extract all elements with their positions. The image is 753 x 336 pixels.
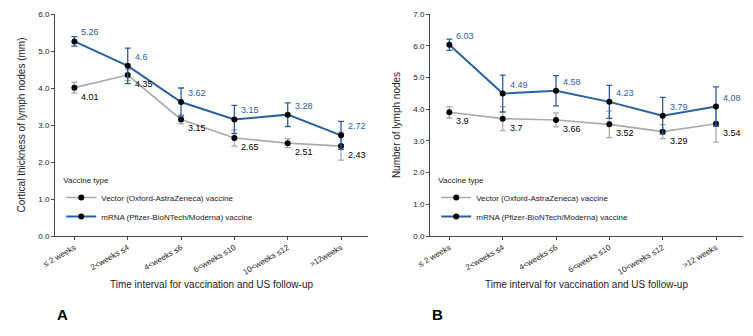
svg-text:1.0: 1.0 [413,200,425,209]
svg-text:3.0: 3.0 [38,121,50,130]
svg-text:4.23: 4.23 [616,88,634,98]
svg-text:4<weeks ≤6: 4<weeks ≤6 [517,243,559,272]
svg-text:B: B [432,306,443,323]
svg-text:Cortical thickness of lymph no: Cortical thickness of lymph nodes (mm) [16,37,27,212]
svg-text:4.49: 4.49 [510,80,528,90]
svg-text:3.79: 3.79 [670,102,688,112]
svg-text:10<weeks ≤12: 10<weeks ≤12 [616,243,666,277]
svg-text:2.72: 2.72 [348,121,366,131]
svg-text:4.0: 4.0 [413,105,425,114]
svg-text:2.0: 2.0 [413,168,425,177]
svg-text:6.0: 6.0 [38,10,50,19]
svg-text:3.28: 3.28 [295,101,313,111]
svg-text:5.0: 5.0 [38,47,50,56]
svg-text:Vaccine type: Vaccine type [63,176,109,185]
svg-text:≤ 2 weeks: ≤ 2 weeks [42,243,78,269]
svg-text:2<weeks ≤4: 2<weeks ≤4 [89,243,131,272]
svg-text:4.01: 4.01 [81,92,99,102]
svg-text:≤ 2 weeks: ≤ 2 weeks [417,243,453,269]
svg-text:3.0: 3.0 [413,137,425,146]
svg-text:3.9: 3.9 [456,116,469,126]
svg-text:6.0: 6.0 [413,42,425,51]
svg-text:4.35: 4.35 [135,79,153,89]
svg-text:6<weeks ≤10: 6<weeks ≤10 [567,243,613,275]
svg-text:Number of lymph nodes: Number of lymph nodes [391,72,402,178]
svg-text:2<weeks ≤4: 2<weeks ≤4 [464,243,506,272]
svg-text:3.15: 3.15 [188,123,206,133]
svg-text:2.43: 2.43 [348,150,366,160]
svg-text:0.0: 0.0 [413,232,425,241]
svg-text:4.08: 4.08 [723,93,741,103]
svg-text:4.58: 4.58 [563,77,581,87]
svg-text:6<weeks ≤10: 6<weeks ≤10 [192,243,238,275]
svg-text:6.03: 6.03 [456,31,474,41]
svg-text:>12weeks: >12weeks [308,243,344,269]
svg-text:Time interval for vaccination: Time interval for vaccination and US fol… [110,279,313,290]
svg-text:4.0: 4.0 [38,84,50,93]
svg-text:>12 weeks: >12 weeks [681,243,719,270]
svg-text:3.15: 3.15 [241,105,259,115]
svg-text:3.29: 3.29 [670,136,688,146]
svg-text:3.7: 3.7 [510,123,523,133]
svg-text:3.54: 3.54 [723,128,741,138]
svg-text:4.6: 4.6 [135,52,148,62]
svg-text:3.62: 3.62 [188,88,206,98]
svg-text:5.26: 5.26 [81,27,99,37]
svg-text:7.0: 7.0 [413,10,425,19]
svg-text:Time interval for vaccination: Time interval for vaccination and US fol… [485,279,688,290]
svg-text:3.66: 3.66 [563,124,581,134]
svg-text:Vaccine type: Vaccine type [438,176,484,185]
svg-text:2.51: 2.51 [295,147,313,157]
svg-text:3.52: 3.52 [616,128,634,138]
svg-text:Vector (Oxford-AstraZeneca) va: Vector (Oxford-AstraZeneca) vaccine [101,194,233,203]
svg-text:0.0: 0.0 [38,232,50,241]
svg-text:mRNA (Pfizer-BioNTech/Moderna): mRNA (Pfizer-BioNTech/Moderna) vaccine [101,213,253,222]
svg-text:2.0: 2.0 [38,158,50,167]
svg-text:10<weeks ≤12: 10<weeks ≤12 [241,243,291,277]
svg-text:1.0: 1.0 [38,195,50,204]
svg-text:2.65: 2.65 [241,142,259,152]
svg-text:4<weeks ≤6: 4<weeks ≤6 [142,243,184,272]
svg-text:A: A [57,306,68,323]
svg-text:Vector (Oxford-AstraZeneca) va: Vector (Oxford-AstraZeneca) vaccine [476,194,608,203]
svg-text:5.0: 5.0 [413,73,425,82]
svg-text:mRNA (Pfizer-BioNTech/Moderna): mRNA (Pfizer-BioNTech/Moderna) vaccine [476,213,628,222]
